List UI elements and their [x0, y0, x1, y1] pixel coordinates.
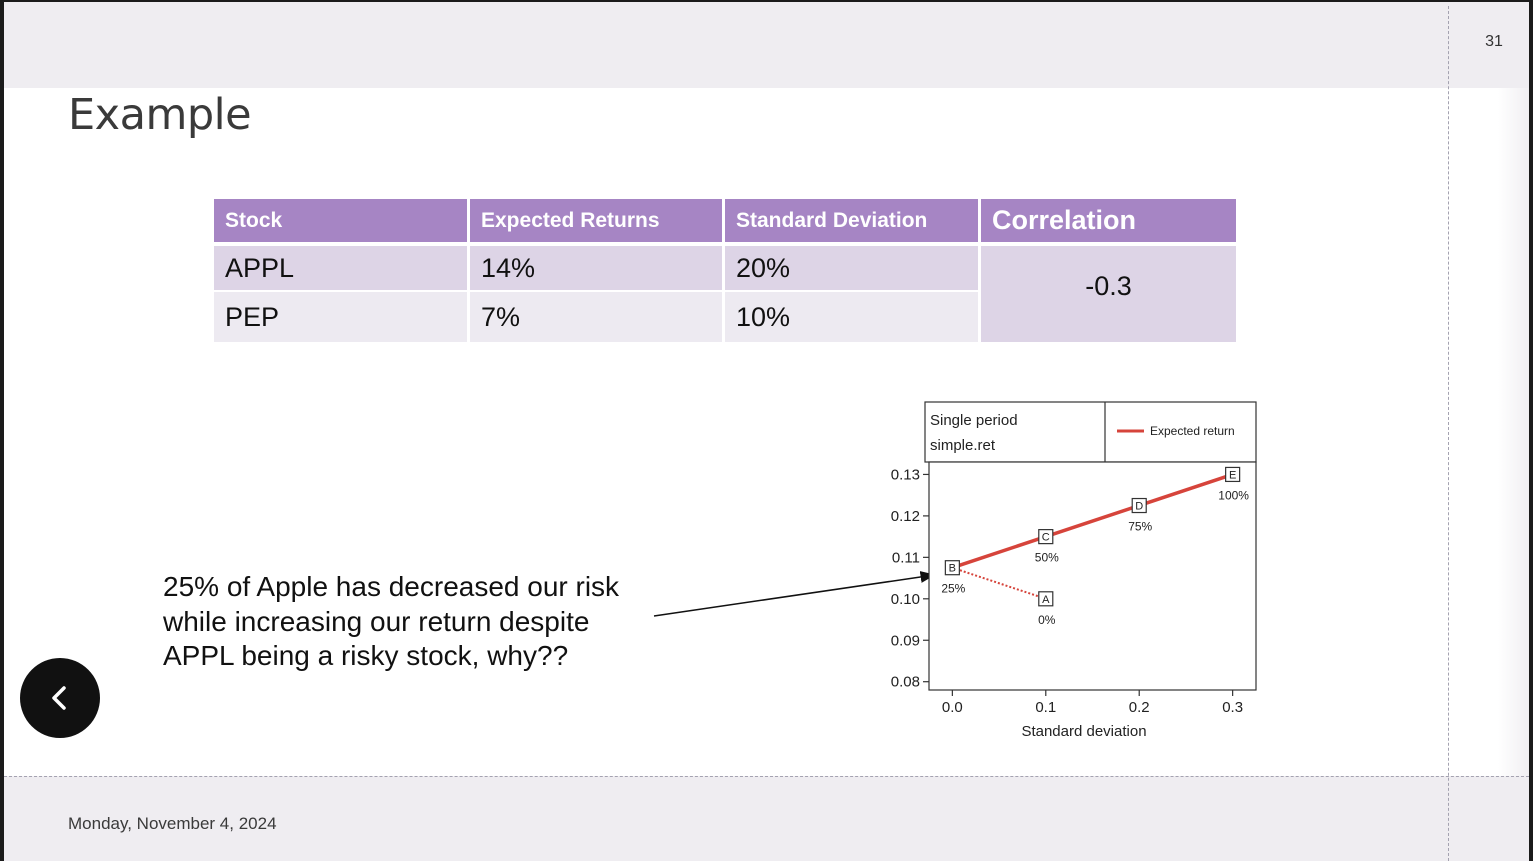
x-tick-label: 0.1: [1035, 699, 1056, 716]
x-axis-label: Standard deviation: [1021, 723, 1146, 740]
cell-stock-pep: PEP: [214, 292, 467, 342]
footer-band: [4, 776, 1529, 861]
header-standard-deviation: Standard Deviation: [725, 199, 978, 242]
y-tick-label: 0.13: [891, 466, 920, 483]
slide: 31 Example Stock Expected Returns Standa…: [4, 2, 1529, 861]
point-marker-c: [1038, 529, 1054, 545]
slide-edge-shade: [1498, 88, 1529, 776]
point-marker-b: [944, 560, 960, 576]
x-tick-label: 0.2: [1129, 699, 1150, 716]
cell-stddev-appl: 20%: [725, 246, 978, 290]
frontier-chart: Single period simple.ret Expected return…: [874, 398, 1274, 748]
plot-frame: [928, 461, 1257, 691]
y-tick-label: 0.10: [891, 591, 920, 608]
point-label-c: C: [1042, 532, 1050, 544]
data-table: Stock Expected Returns Standard Deviatio…: [214, 199, 1236, 342]
point-label-b: B: [949, 563, 956, 575]
legend-title-line2: simple.ret: [930, 437, 996, 454]
cell-stddev-pep: 10%: [725, 292, 978, 342]
header-stock: Stock: [214, 199, 467, 242]
page-number: 31: [1485, 33, 1503, 50]
y-tick-label: 0.09: [891, 632, 920, 649]
point-weight-b: 25%: [941, 582, 965, 596]
point-weight-e: 100%: [1218, 488, 1249, 502]
chevron-left-icon: [52, 686, 66, 710]
chart-marks: A 0% B 25% C 50% D 75% E 100%: [941, 466, 1249, 627]
back-button[interactable]: [20, 658, 100, 738]
point-label-a: A: [1042, 594, 1050, 606]
point-marker-a: [1038, 591, 1054, 607]
margin-guide-line: [1448, 6, 1449, 861]
x-tick-label: 0.3: [1222, 699, 1243, 716]
point-label-e: E: [1229, 469, 1236, 481]
annotation-text: 25% of Apple has decreased our risk whil…: [163, 571, 620, 671]
header-expected-returns: Expected Returns: [470, 199, 722, 242]
cell-return-appl: 14%: [470, 246, 722, 290]
y-tick-label: 0.11: [892, 549, 920, 566]
header-band: [4, 2, 1529, 88]
footer-date: Monday, November 4, 2024: [68, 814, 277, 833]
cell-stock-appl: APPL: [214, 246, 467, 290]
x-tick-label: 0.0: [942, 699, 963, 716]
slide-title: Example: [68, 90, 252, 140]
legend-box: [924, 401, 1257, 463]
y-tick-label: 0.12: [891, 508, 920, 525]
point-marker-d: [1131, 497, 1147, 514]
axis-ticks: 0.13 0.12 0.11 0.10 0.09 0.08 0.0 0.1 0.2 0.3: [891, 466, 1243, 716]
legend-entry: Expected return: [1150, 424, 1235, 438]
chart-svg: Single period simple.ret Expected return…: [891, 401, 1257, 740]
header-correlation: Correlation: [981, 199, 1236, 242]
point-marker-e: [1225, 466, 1241, 483]
point-label-d: D: [1135, 501, 1143, 513]
footer-guide-line: [4, 776, 1529, 777]
cell-correlation: -0.3: [981, 246, 1236, 342]
y-tick-label: 0.08: [891, 674, 920, 691]
point-weight-d: 75%: [1128, 520, 1152, 534]
cell-return-pep: 7%: [470, 292, 722, 342]
series-line-efficient: [951, 472, 1234, 570]
series-line-inefficient: [952, 566, 1047, 600]
point-weight-a: 0%: [1038, 613, 1056, 627]
legend-title-line1: Single period: [930, 412, 1018, 429]
correlation-value: -0.3: [1085, 270, 1132, 301]
point-weight-c: 50%: [1035, 551, 1059, 565]
